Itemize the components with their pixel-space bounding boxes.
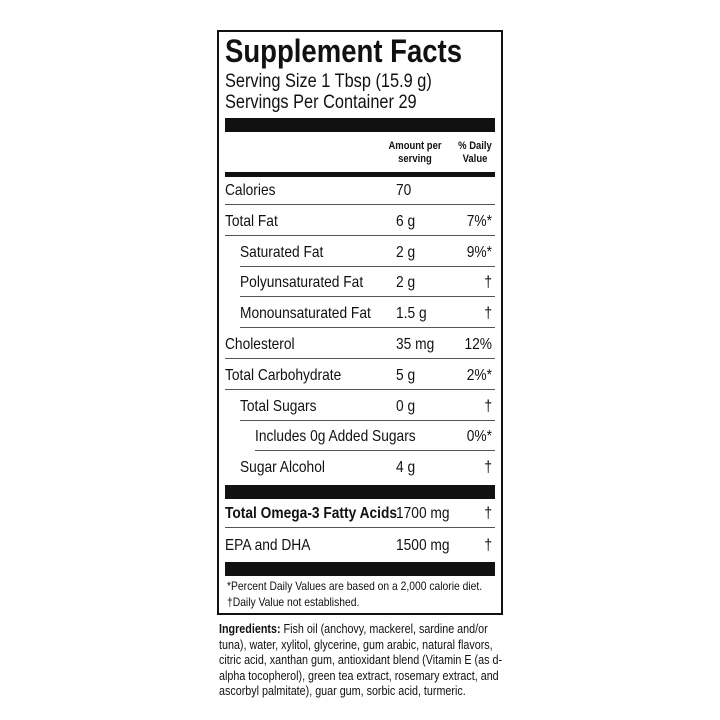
- divider-bar: [225, 172, 495, 177]
- row-dv: †: [484, 505, 492, 522]
- row-name: Monounsaturated Fat: [240, 305, 371, 323]
- row-dv: 7%*: [466, 212, 492, 230]
- footnote: †Daily Value not established.: [227, 595, 360, 609]
- row-dv: 12%: [464, 336, 492, 353]
- row-name: Cholesterol: [225, 336, 295, 353]
- row-dv: 9%*: [466, 243, 492, 261]
- row-divider: [240, 265, 495, 267]
- row-name: Polyunsaturated Fat: [240, 274, 364, 292]
- row-name: Total Fat: [225, 212, 278, 230]
- row-name: EPA and DHA: [225, 537, 311, 554]
- row-amount: 5 g: [396, 366, 416, 384]
- dv-header: % Daily Value: [458, 140, 492, 165]
- ingredients: Ingredients: Fish oil (anchovy, mackerel…: [219, 622, 503, 700]
- row-divider: [225, 527, 495, 528]
- row-name: Saturated Fat: [240, 243, 324, 261]
- row-amount: 4 g: [396, 459, 416, 477]
- row-amount: 1700 mg: [396, 505, 450, 522]
- row-dv: 2%*: [466, 366, 492, 384]
- servings-per-container: Servings Per Container 29: [225, 92, 417, 113]
- divider-bar: [225, 485, 495, 499]
- row-name: Calories: [225, 182, 276, 199]
- row-divider: [225, 358, 495, 359]
- row-name: Total Carbohydrate: [225, 366, 342, 384]
- serving-size: Serving Size 1 Tbsp (15.9 g): [225, 71, 432, 92]
- row-name: Sugar Alcohol: [240, 459, 325, 477]
- row-amount: 35 mg: [396, 336, 435, 353]
- row-dv: †: [484, 459, 492, 477]
- facts-box: [217, 30, 503, 615]
- row-divider: [225, 388, 495, 390]
- row-divider: [225, 204, 495, 205]
- ingredients-label: Ingredients:: [219, 622, 281, 636]
- ingredients-text: Fish oil (anchovy, mackerel, sardine and…: [219, 622, 503, 698]
- row-amount: 2 g: [396, 243, 416, 261]
- row-amount: 0 g: [396, 397, 416, 415]
- row-dv: 0%*: [466, 428, 492, 446]
- row-divider: [240, 327, 495, 329]
- row-name: Total Omega-3 Fatty Acids: [225, 505, 398, 522]
- row-divider: [240, 296, 495, 298]
- row-dv: †: [484, 305, 492, 323]
- row-name: Includes 0g Added Sugars: [255, 428, 416, 446]
- row-divider: [225, 234, 495, 236]
- row-dv: †: [484, 274, 492, 292]
- footnote: *Percent Daily Values are based on a 2,0…: [227, 579, 483, 593]
- divider-bar: [225, 118, 495, 132]
- row-amount: 1.5 g: [396, 305, 427, 323]
- row-divider: [255, 450, 495, 452]
- row-dv: †: [484, 397, 492, 415]
- amount-header: Amount per serving: [388, 140, 442, 165]
- row-amount: 1500 mg: [396, 537, 450, 554]
- divider-bar: [225, 562, 495, 576]
- row-dv: †: [484, 537, 492, 554]
- row-amount: 70: [396, 182, 412, 199]
- row-amount: 6 g: [396, 212, 416, 230]
- row-amount: 2 g: [396, 274, 416, 292]
- row-name: Total Sugars: [240, 397, 317, 415]
- title: Supplement Facts: [225, 33, 463, 69]
- row-divider: [240, 419, 495, 421]
